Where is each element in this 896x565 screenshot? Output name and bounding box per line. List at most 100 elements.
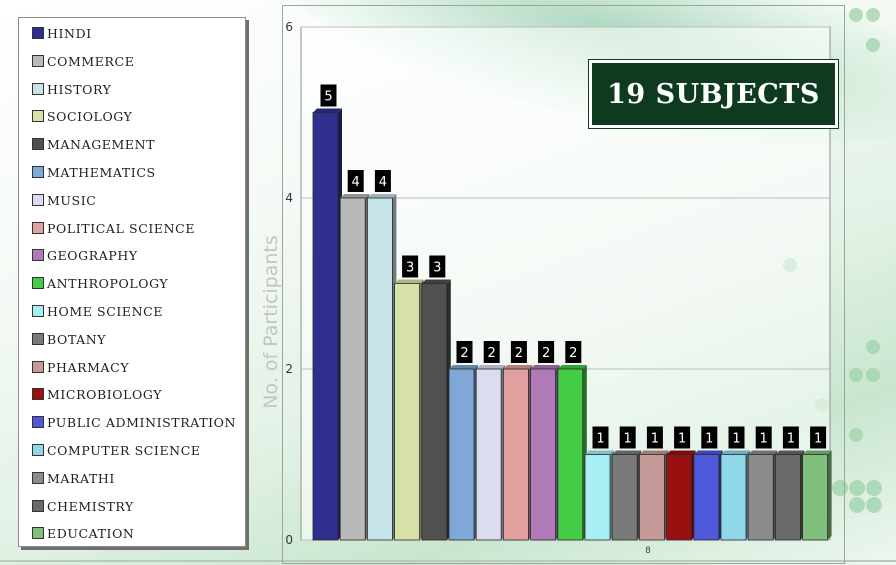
data-label: 2	[488, 346, 496, 361]
decor-dot	[849, 368, 863, 382]
bar-top	[775, 450, 805, 455]
bar-top	[503, 365, 533, 369]
data-label-box	[510, 341, 527, 363]
legend-label: PUBLIC ADMINISTRATION	[47, 415, 237, 431]
bar	[775, 454, 801, 541]
bar-top	[476, 365, 506, 369]
legend-swatch	[32, 166, 44, 178]
data-label-box	[755, 426, 772, 449]
data-label-box	[810, 426, 827, 449]
bar	[666, 454, 692, 541]
legend-swatch	[32, 110, 44, 123]
legend-label: MANAGEMENT	[47, 137, 156, 153]
legend-label: HOME SCIENCE	[47, 304, 164, 319]
legend-item: MANAGEMENT	[32, 136, 155, 154]
y-tick-label: 2	[285, 362, 293, 376]
legend-swatch	[32, 138, 44, 151]
legend-item: HISTORY	[32, 81, 111, 99]
bar-top	[585, 450, 614, 455]
legend-item: POLITICAL SCIENCE	[32, 220, 195, 238]
data-label-box	[374, 170, 391, 192]
legend-item: HINDI	[32, 25, 92, 43]
bar-top	[748, 450, 778, 455]
data-label: 2	[515, 346, 523, 361]
legend-swatch	[32, 416, 44, 429]
legend-label: PHARMACY	[47, 359, 130, 375]
data-label: 2	[542, 346, 550, 361]
data-label: 1	[732, 432, 740, 447]
legend-item: EDUCATION	[32, 525, 134, 543]
data-label: 1	[760, 432, 768, 447]
bar	[502, 368, 529, 541]
legend-item: CHEMISTRY	[32, 498, 134, 516]
legend-swatch	[32, 471, 44, 484]
data-label: 1	[705, 432, 713, 447]
bar-top	[340, 194, 370, 198]
data-label: 5	[324, 90, 332, 105]
bar	[584, 454, 611, 541]
data-label-box	[538, 341, 555, 363]
legend-swatch	[32, 221, 44, 234]
legend-label: COMMERCE	[47, 53, 135, 69]
data-label: 1	[596, 432, 604, 447]
legend-label: HISTORY	[47, 81, 112, 97]
data-label-box	[402, 255, 419, 278]
bar-top	[367, 194, 397, 198]
bar-top	[421, 279, 451, 284]
data-label: 2	[569, 346, 577, 361]
data-label-box	[592, 426, 609, 449]
legend-label: CHEMISTRY	[47, 498, 134, 514]
data-label: 4	[379, 175, 387, 190]
plot-frame	[282, 5, 845, 564]
bar	[693, 454, 720, 541]
data-label-box	[429, 255, 446, 278]
data-label: 3	[406, 261, 414, 276]
decor-dot	[866, 8, 880, 22]
legend-swatch	[32, 499, 44, 512]
data-label-box	[320, 84, 337, 107]
data-label-box	[347, 170, 364, 192]
legend-item: BOTANY	[32, 331, 106, 349]
legend-label: ANTHROPOLOGY	[47, 276, 169, 292]
bar-top	[449, 365, 478, 369]
y-axis-title: No. of Participants	[260, 235, 282, 409]
legend-label: SOCIOLOGY	[47, 109, 133, 125]
legend-label: MICROBIOLOGY	[47, 387, 163, 403]
decor-dot	[866, 340, 880, 354]
data-label-box	[782, 426, 799, 449]
legend-swatch	[32, 82, 44, 95]
legend-label: HINDI	[47, 26, 92, 41]
legend-item: PUBLIC ADMINISTRATION	[32, 414, 236, 432]
footer-divider	[0, 560, 896, 562]
decor-dot	[866, 38, 880, 52]
legend-label: MUSIC	[47, 192, 97, 208]
bar-top	[557, 365, 587, 369]
legend-label: EDUCATION	[47, 526, 135, 542]
legend-item: MATHEMATICS	[32, 164, 156, 182]
bar-top	[639, 450, 669, 455]
subjects-badge: 19 SUBJECTS	[588, 59, 839, 129]
bar	[475, 368, 502, 541]
data-label: 1	[787, 432, 795, 447]
data-label-box	[674, 426, 691, 449]
data-label: 1	[624, 432, 632, 447]
bar	[366, 197, 393, 541]
chart-legend: HINDI COMMERCE HISTORY SOCIOLOGY MANAGEMENT M…	[18, 17, 246, 547]
legend-swatch	[32, 27, 44, 39]
bar	[339, 197, 366, 541]
bar-top	[802, 450, 832, 455]
decor-dot	[866, 368, 880, 382]
bar	[639, 454, 665, 541]
legend-label: COMPUTER SCIENCE	[47, 443, 201, 458]
decor-dot	[866, 497, 882, 513]
legend-swatch	[32, 54, 44, 67]
data-label: 4	[352, 175, 360, 190]
data-label-box	[456, 341, 473, 363]
legend-label: BOTANY	[47, 331, 107, 347]
legend-item: MARATHI	[32, 470, 115, 488]
legend-label: POLITICAL SCIENCE	[47, 220, 196, 236]
data-label-box	[619, 426, 636, 449]
data-label-box	[701, 426, 718, 449]
legend-item: COMPUTER SCIENCE	[32, 442, 201, 460]
